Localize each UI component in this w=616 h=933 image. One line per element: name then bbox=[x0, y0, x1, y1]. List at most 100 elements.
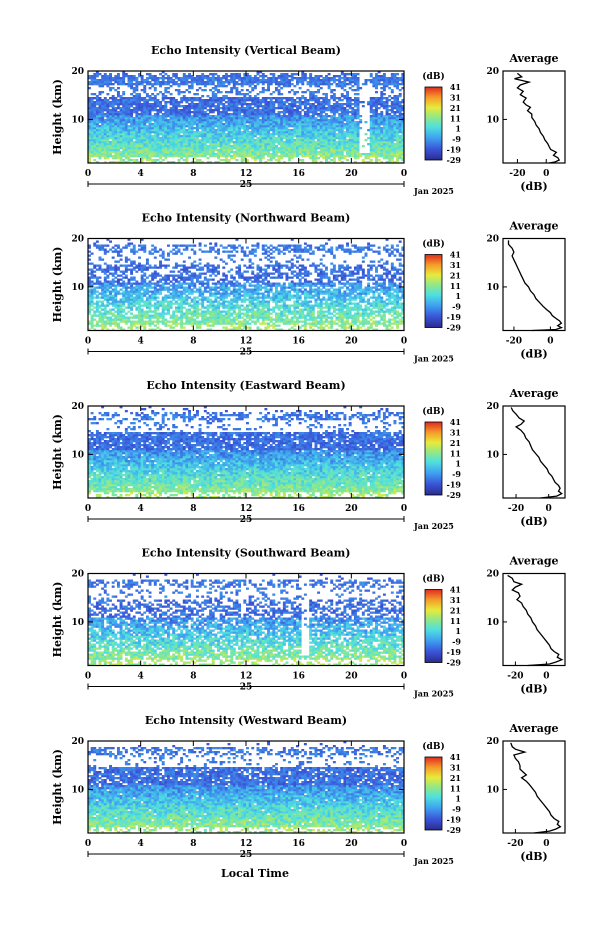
heatmap-cell bbox=[151, 79, 154, 81]
heatmap-cell bbox=[393, 105, 396, 107]
heatmap-cell bbox=[278, 123, 281, 125]
heatmap-cell bbox=[91, 123, 94, 125]
heatmap-cell bbox=[238, 141, 241, 143]
heatmap-cell bbox=[104, 135, 107, 137]
heatmap-cell bbox=[96, 131, 99, 133]
heatmap-cell bbox=[262, 115, 265, 117]
heatmap-cell bbox=[357, 87, 360, 89]
heatmap-cell bbox=[120, 293, 123, 295]
heatmap-cell bbox=[99, 85, 102, 87]
heatmap-cell bbox=[151, 109, 154, 111]
heatmap-cell bbox=[288, 149, 291, 151]
heatmap-cell bbox=[120, 275, 123, 277]
heatmap-cell bbox=[309, 77, 312, 79]
heatmap-cell bbox=[325, 101, 328, 103]
heatmap-cell bbox=[133, 121, 136, 123]
heatmap-cell bbox=[156, 319, 159, 321]
heatmap-cell bbox=[114, 115, 117, 117]
heatmap-cell bbox=[125, 119, 128, 121]
heatmap-cell bbox=[372, 113, 375, 115]
heatmap-cell bbox=[391, 119, 394, 121]
profile-x-tick-label: 0 bbox=[543, 169, 549, 179]
heatmap-cell bbox=[212, 105, 215, 107]
heatmap-cell bbox=[201, 119, 204, 121]
heatmap-cell bbox=[114, 287, 117, 289]
heatmap-cell bbox=[320, 145, 323, 147]
heatmap-cell bbox=[314, 141, 317, 143]
heatmap-cell bbox=[170, 129, 173, 131]
heatmap-cell bbox=[341, 151, 344, 153]
heatmap-cell bbox=[93, 277, 96, 279]
heatmap-cell bbox=[217, 117, 220, 119]
heatmap-cell bbox=[99, 121, 102, 123]
heatmap-cell bbox=[372, 137, 375, 139]
heatmap-cell bbox=[257, 155, 260, 157]
heatmap-cell bbox=[141, 289, 144, 291]
heatmap-cell bbox=[154, 133, 157, 135]
heatmap-cell bbox=[96, 283, 99, 285]
heatmap-cell bbox=[117, 83, 120, 85]
heatmap-cell bbox=[164, 115, 167, 117]
heatmap-cell bbox=[120, 321, 123, 323]
heatmap-cell bbox=[149, 119, 152, 121]
heatmap-cell bbox=[349, 105, 352, 107]
heatmap-cell bbox=[309, 147, 312, 149]
heatmap-cell bbox=[122, 285, 125, 287]
heatmap-cell bbox=[209, 99, 212, 101]
heatmap-cell bbox=[388, 125, 391, 127]
heatmap-cell bbox=[106, 111, 109, 113]
heatmap-cell bbox=[99, 93, 102, 95]
heatmap-cell bbox=[117, 119, 120, 121]
heatmap-cell bbox=[314, 151, 317, 153]
heatmap-cell bbox=[146, 147, 149, 149]
heatmap-cell bbox=[238, 145, 241, 147]
heatmap-cell bbox=[380, 75, 383, 77]
heatmap-cell bbox=[96, 127, 99, 129]
heatmap-cell bbox=[307, 129, 310, 131]
heatmap-cell bbox=[386, 153, 389, 155]
heatmap-cell bbox=[114, 145, 117, 147]
heatmap-cell bbox=[135, 137, 138, 139]
heatmap-cell bbox=[188, 111, 191, 113]
heatmap-cell bbox=[183, 159, 186, 161]
heatmap-cell bbox=[141, 287, 144, 289]
heatmap-cell bbox=[128, 81, 131, 83]
heatmap-cell bbox=[141, 309, 144, 311]
heatmap-cell bbox=[233, 123, 236, 125]
heatmap-cell bbox=[143, 251, 146, 253]
heatmap-cell bbox=[204, 113, 207, 115]
heatmap-cell bbox=[99, 147, 102, 149]
heatmap-cell bbox=[230, 91, 233, 93]
heatmap-cell bbox=[214, 85, 217, 87]
heatmap-cell bbox=[112, 305, 115, 307]
heatmap-cell bbox=[133, 95, 136, 97]
heatmap-cell bbox=[93, 149, 96, 151]
heatmap-cell bbox=[99, 115, 102, 117]
heatmap-cell bbox=[328, 143, 331, 145]
heatmap-cell bbox=[214, 133, 217, 135]
heatmap-cell bbox=[338, 103, 341, 105]
heatmap-cell bbox=[170, 155, 173, 157]
heatmap-cell bbox=[125, 277, 128, 279]
heatmap-cell bbox=[204, 119, 207, 121]
heatmap-cell bbox=[104, 133, 107, 135]
heatmap-cell bbox=[122, 123, 125, 125]
heatmap-cell bbox=[154, 107, 157, 109]
heatmap-cell bbox=[349, 119, 352, 121]
heatmap-cell bbox=[178, 109, 181, 111]
heatmap-cell bbox=[122, 73, 125, 75]
heatmap-cell bbox=[296, 123, 299, 125]
heatmap-cell bbox=[172, 129, 175, 131]
heatmap-cell bbox=[330, 117, 333, 119]
heatmap-cell bbox=[93, 313, 96, 315]
heatmap-cell bbox=[106, 305, 109, 307]
heatmap-cell bbox=[125, 121, 128, 123]
heatmap-cell bbox=[154, 101, 157, 103]
heatmap-cell bbox=[272, 139, 275, 141]
heatmap-cell bbox=[383, 83, 386, 85]
heatmap-cell bbox=[212, 131, 215, 133]
heatmap-cell bbox=[270, 117, 273, 119]
heatmap-cell bbox=[309, 157, 312, 159]
heatmap-cell bbox=[354, 89, 357, 91]
heatmap-cell bbox=[288, 83, 291, 85]
